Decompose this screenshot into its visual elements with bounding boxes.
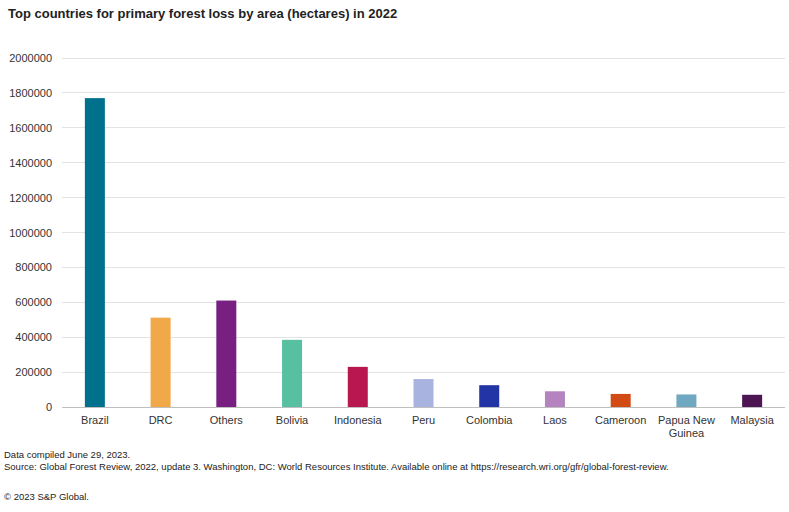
bars <box>85 98 762 407</box>
y-tick-label: 1800000 <box>9 87 52 99</box>
bar <box>348 367 368 407</box>
chart: Top countries for primary forest loss by… <box>0 0 789 512</box>
bar <box>216 301 236 407</box>
x-tick-label: Others <box>210 414 244 426</box>
bar <box>479 385 499 407</box>
grid-line <box>62 267 785 268</box>
x-tick-label: Cameroon <box>595 414 646 426</box>
bar <box>676 394 696 407</box>
y-tick-label: 1000000 <box>9 227 52 239</box>
bar <box>85 98 105 407</box>
grid-line <box>62 232 785 233</box>
y-tick-label: 0 <box>46 401 52 413</box>
y-tick-label: 1600000 <box>9 122 52 134</box>
y-tick-label: 200000 <box>15 366 52 378</box>
x-tick-label: Indonesia <box>334 414 383 426</box>
bar <box>151 318 171 407</box>
y-tick-label: 1200000 <box>9 192 52 204</box>
bar <box>414 379 434 407</box>
bar <box>545 391 565 407</box>
title: Top countries for primary forest loss by… <box>8 6 397 21</box>
annotation: Source: Global Forest Review, 2022, upda… <box>4 461 669 472</box>
grid-line <box>62 127 785 128</box>
y-tick-label: 2000000 <box>9 52 52 64</box>
x-tick-label: Papua NewGuinea <box>658 414 715 439</box>
annotation: Data compiled June 29, 2023. <box>4 449 130 460</box>
grid-line <box>62 92 785 93</box>
y-tick-label: 800000 <box>15 261 52 273</box>
x-tick-label: Peru <box>412 414 435 426</box>
grid-line <box>62 162 785 163</box>
bar <box>742 395 762 407</box>
grid-line <box>62 58 785 59</box>
x-tick-label: DRC <box>149 414 173 426</box>
bar <box>611 394 631 407</box>
x-tick-label: Malaysia <box>730 414 774 426</box>
y-tick-label: 400000 <box>15 331 52 343</box>
x-tick-label: Bolivia <box>276 414 309 426</box>
x-tick-label: Laos <box>543 414 567 426</box>
grid-line <box>62 197 785 198</box>
grid-line <box>62 302 785 303</box>
annotation: © 2023 S&P Global. <box>4 491 89 502</box>
x-tick-label: Colombia <box>466 414 513 426</box>
x-tick-label: Brazil <box>81 414 109 426</box>
y-tick-label: 600000 <box>15 296 52 308</box>
y-tick-label: 1400000 <box>9 157 52 169</box>
bar <box>282 340 302 407</box>
